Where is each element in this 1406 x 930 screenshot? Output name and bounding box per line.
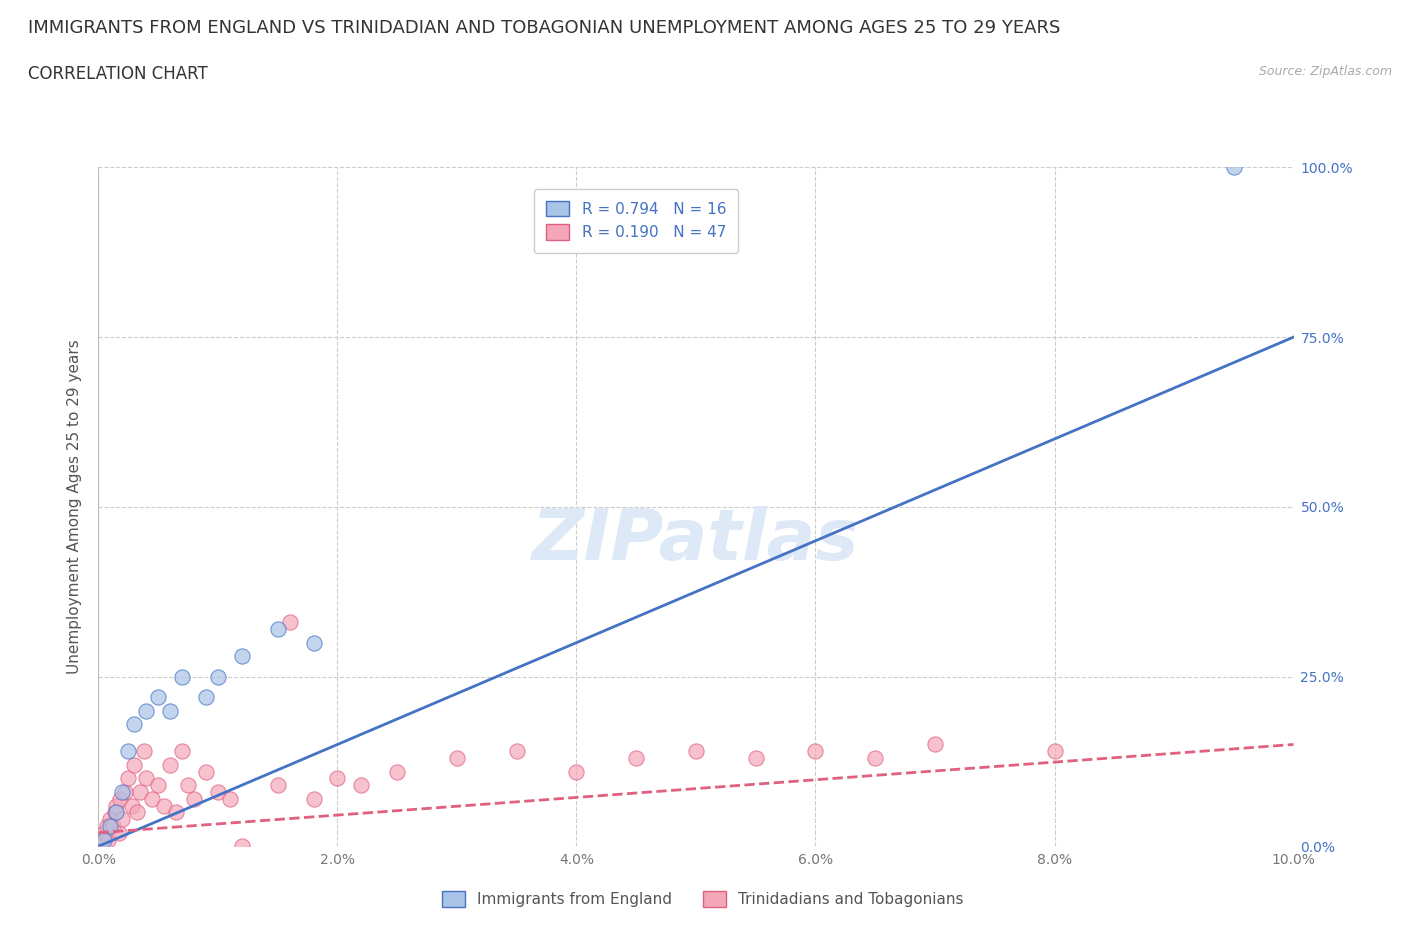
Point bbox=[108, 791, 131, 806]
Point bbox=[159, 703, 181, 718]
Point bbox=[153, 798, 176, 813]
Point bbox=[114, 785, 136, 800]
Point bbox=[124, 757, 146, 772]
Point bbox=[863, 751, 887, 765]
Point bbox=[125, 805, 148, 820]
Point bbox=[219, 791, 242, 806]
Point bbox=[91, 832, 114, 847]
Point bbox=[385, 764, 409, 779]
Legend: R = 0.794   N = 16, R = 0.190   N = 47: R = 0.794 N = 16, R = 0.190 N = 47 bbox=[534, 189, 738, 253]
Point bbox=[105, 805, 128, 820]
Point bbox=[141, 791, 163, 806]
Legend: Immigrants from England, Trinidadians and Tobagonians: Immigrants from England, Trinidadians an… bbox=[436, 884, 970, 913]
Point bbox=[1222, 160, 1246, 175]
Point bbox=[350, 777, 373, 792]
Point bbox=[93, 832, 115, 847]
Text: Source: ZipAtlas.com: Source: ZipAtlas.com bbox=[1258, 65, 1392, 78]
Point bbox=[626, 751, 648, 765]
Point bbox=[745, 751, 768, 765]
Point bbox=[195, 689, 218, 704]
Y-axis label: Unemployment Among Ages 25 to 29 years: Unemployment Among Ages 25 to 29 years bbox=[67, 339, 83, 674]
Point bbox=[267, 777, 290, 792]
Point bbox=[148, 777, 170, 792]
Point bbox=[267, 621, 290, 636]
Point bbox=[278, 615, 301, 630]
Point bbox=[117, 771, 139, 786]
Point bbox=[326, 771, 349, 786]
Point bbox=[100, 818, 122, 833]
Point bbox=[111, 812, 134, 827]
Point bbox=[172, 744, 194, 759]
Point bbox=[172, 670, 194, 684]
Text: IMMIGRANTS FROM ENGLAND VS TRINIDADIAN AND TOBAGONIAN UNEMPLOYMENT AMONG AGES 25: IMMIGRANTS FROM ENGLAND VS TRINIDADIAN A… bbox=[28, 19, 1060, 36]
Text: ZIPatlas: ZIPatlas bbox=[533, 506, 859, 576]
Point bbox=[100, 812, 122, 827]
Point bbox=[565, 764, 588, 779]
Point bbox=[165, 805, 187, 820]
Point bbox=[195, 764, 218, 779]
Point bbox=[207, 785, 229, 800]
Point bbox=[124, 717, 146, 732]
Point bbox=[231, 839, 253, 854]
Text: CORRELATION CHART: CORRELATION CHART bbox=[28, 65, 208, 83]
Point bbox=[804, 744, 827, 759]
Point bbox=[183, 791, 205, 806]
Point bbox=[159, 757, 181, 772]
Point bbox=[93, 825, 115, 840]
Point bbox=[96, 818, 118, 833]
Point bbox=[111, 785, 134, 800]
Point bbox=[121, 798, 143, 813]
Point bbox=[105, 798, 128, 813]
Point bbox=[1043, 744, 1066, 759]
Point bbox=[207, 670, 229, 684]
Point bbox=[97, 832, 120, 847]
Point bbox=[924, 737, 946, 752]
Point bbox=[129, 785, 152, 800]
Point bbox=[101, 818, 124, 833]
Point bbox=[302, 791, 325, 806]
Point bbox=[104, 805, 127, 820]
Point bbox=[148, 689, 170, 704]
Point bbox=[117, 744, 139, 759]
Point bbox=[107, 825, 129, 840]
Point bbox=[231, 649, 253, 664]
Point bbox=[135, 703, 157, 718]
Point bbox=[685, 744, 707, 759]
Point bbox=[506, 744, 529, 759]
Point bbox=[446, 751, 468, 765]
Point bbox=[132, 744, 155, 759]
Point bbox=[177, 777, 200, 792]
Point bbox=[302, 635, 325, 650]
Point bbox=[135, 771, 157, 786]
